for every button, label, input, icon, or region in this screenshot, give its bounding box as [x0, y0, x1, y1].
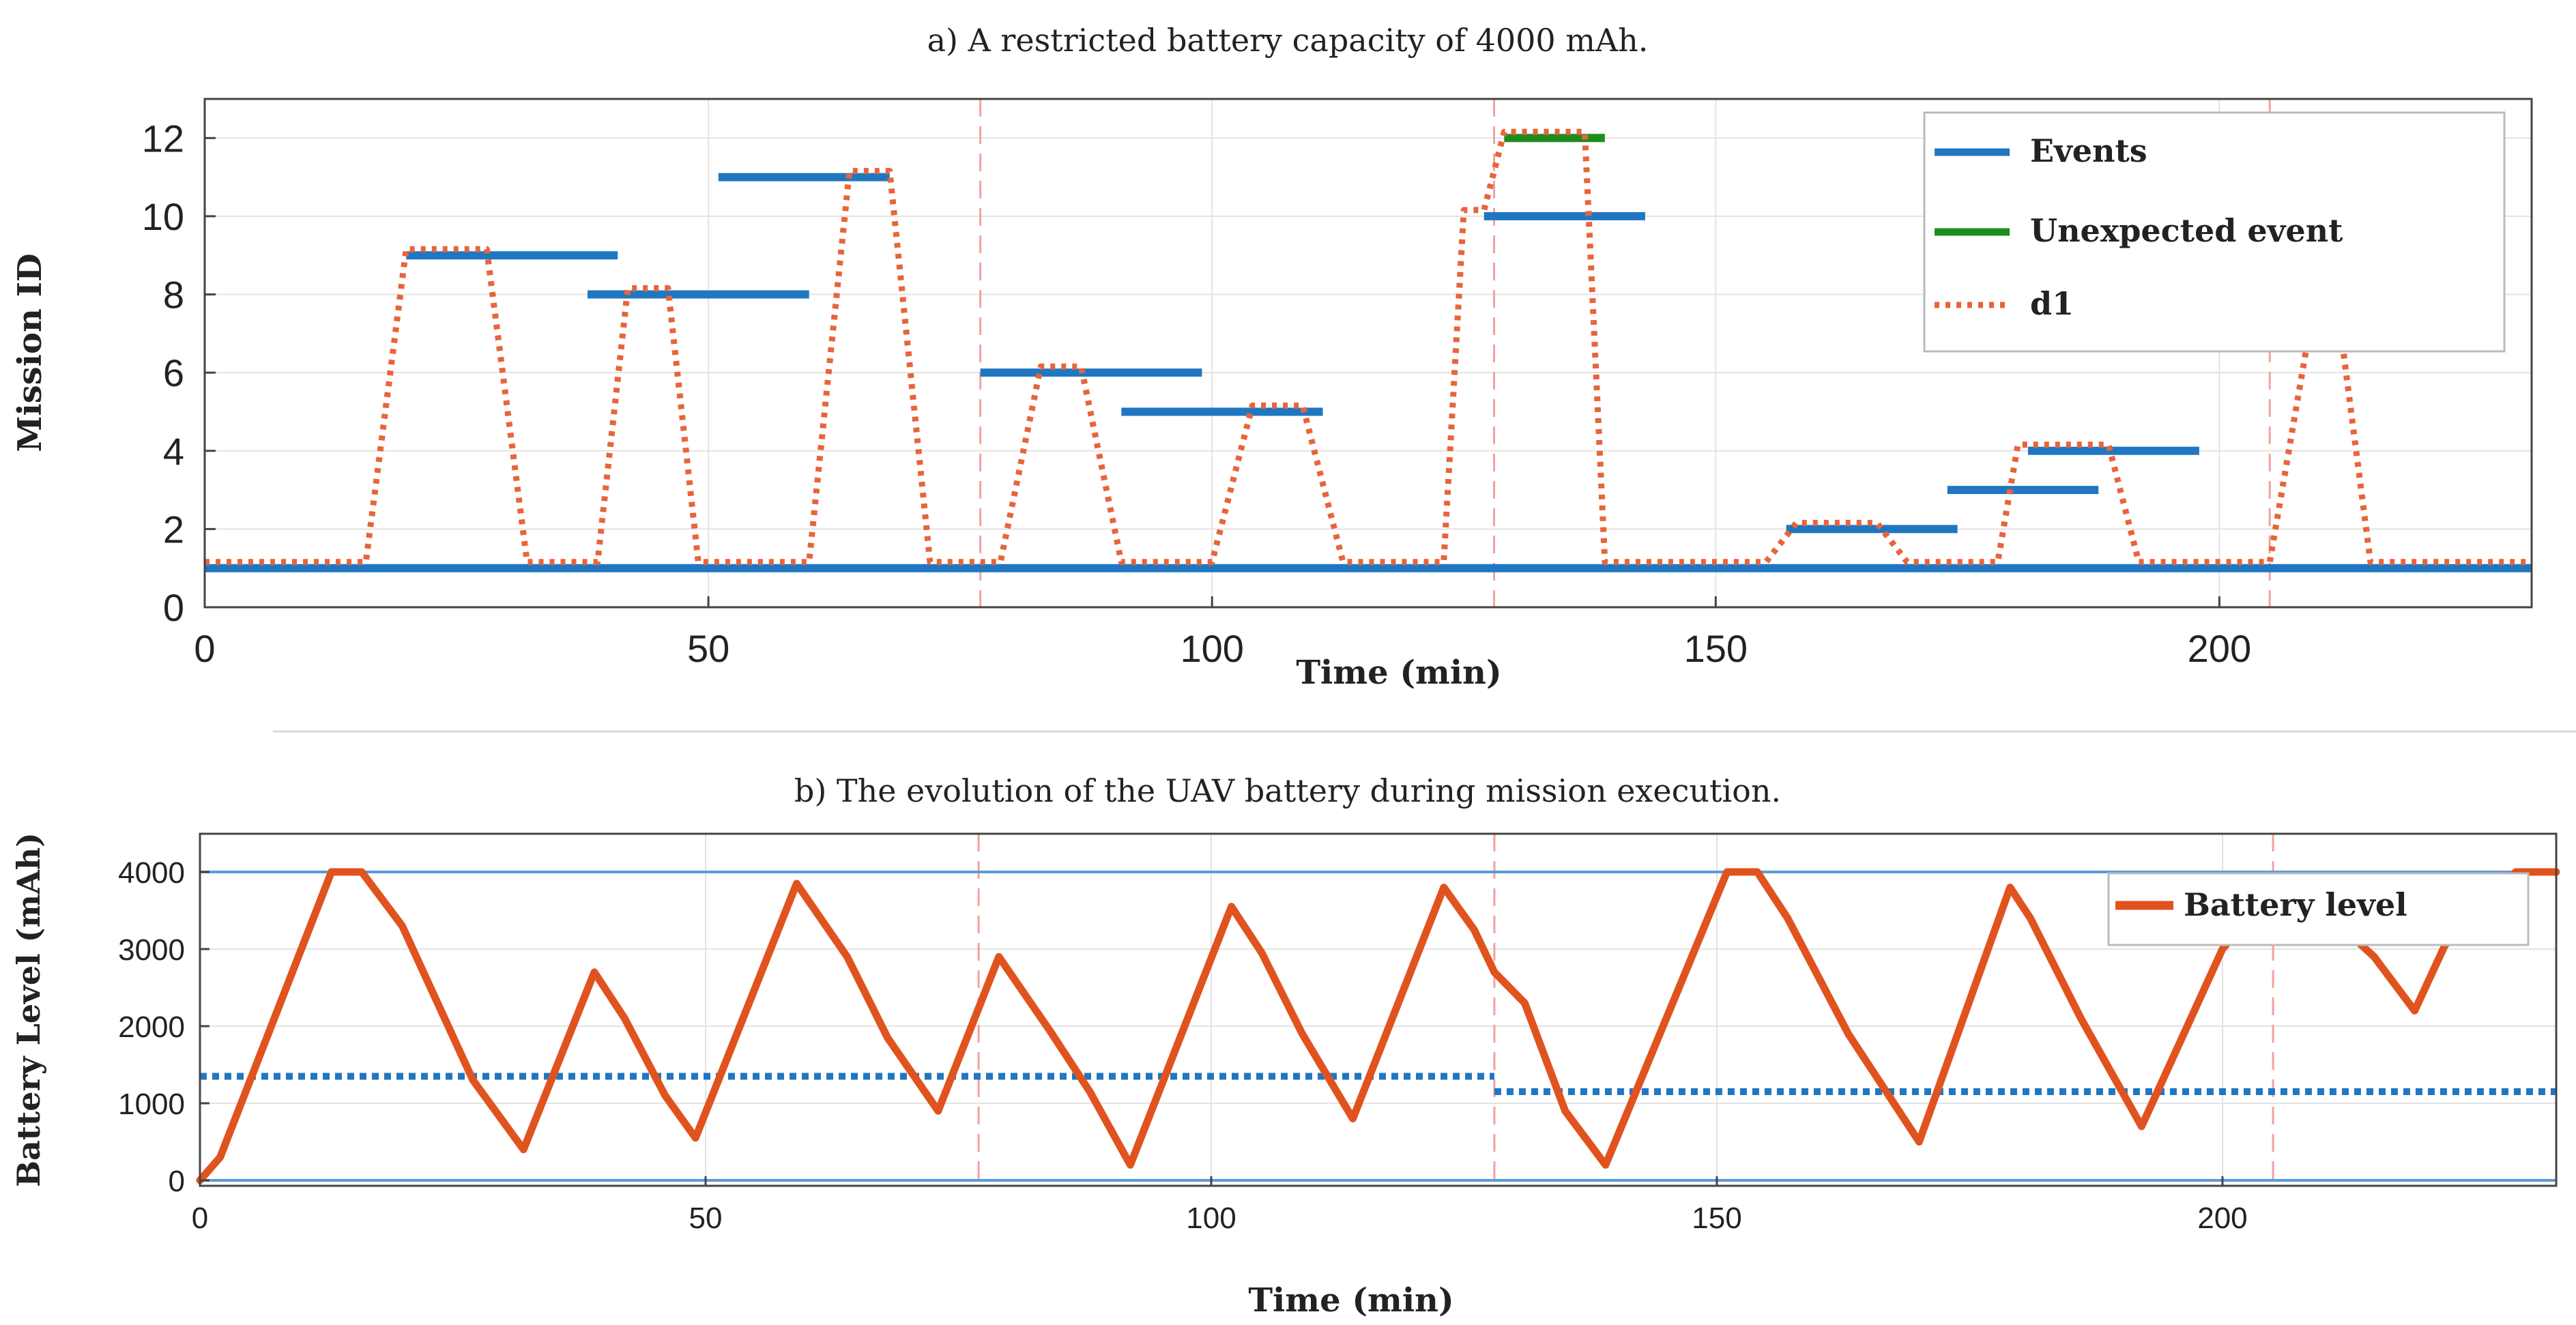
chart-a-events	[205, 134, 2532, 572]
chart-b-x-ticks: 0 50 100 150 200	[192, 1176, 2248, 1235]
chart-b-x-tick-label: 50	[689, 1202, 723, 1235]
chart-b-y-tick-label: 2000	[118, 1010, 185, 1044]
chart-a-x-tick-label: 200	[2188, 627, 2251, 670]
chart-a: a) A restricted battery capacity of 4000…	[11, 22, 2533, 692]
chart-b-legend: Battery level	[2107, 872, 2530, 946]
chart-b-x-tick-label: 200	[2197, 1202, 2247, 1235]
chart-a-d1-line	[205, 128, 2532, 566]
legend-battery-level-label: Battery level	[2184, 886, 2407, 923]
chart-a-x-tick-label: 100	[1180, 627, 1243, 670]
chart-a-y-label: Mission ID	[11, 253, 49, 452]
chart-b: b) The evolution of the UAV battery duri…	[10, 772, 2560, 1320]
chart-b-plot-frame	[199, 832, 2558, 1187]
chart-a-y-tick-label: 0	[163, 586, 184, 629]
chart-a-y-tick-label: 8	[163, 274, 184, 317]
chart-a-y-ticks: 0 2 4 6 8 10 12	[142, 117, 216, 629]
chart-b-legend-box	[2107, 872, 2530, 946]
legend-d1-label: d1	[2030, 285, 2074, 322]
chart-a-d1-series	[205, 128, 2532, 566]
chart-b-y-label: Battery Level (mAh)	[10, 832, 47, 1187]
chart-a-x-tick-label: 0	[194, 627, 215, 670]
legend-events-label: Events	[2030, 132, 2147, 169]
chart-b-threshold	[200, 1073, 2556, 1096]
chart-b-y-ticks: 0 1000 2000 3000 4000	[118, 856, 209, 1198]
chart-b-y-tick-label: 4000	[118, 856, 185, 890]
legend-unexpected-event-label: Unexpected event	[2030, 212, 2343, 249]
chart-b-y-tick-label: 1000	[118, 1088, 185, 1121]
chart-b-battery-line	[196, 868, 2560, 1184]
chart-b-battery-series	[196, 868, 2560, 1184]
chart-a-plot-frame	[203, 98, 2533, 609]
chart-a-title: a) A restricted battery capacity of 4000…	[927, 22, 1649, 59]
chart-a-y-tick-label: 2	[163, 508, 184, 551]
chart-a-y-tick-label: 12	[142, 117, 184, 160]
chart-b-x-tick-label: 100	[1186, 1202, 1236, 1235]
chart-a-y-tick-label: 4	[163, 430, 184, 473]
chart-a-x-ticks: 0 50 100 150 200	[194, 596, 2251, 670]
chart-b-x-tick-label: 0	[192, 1202, 208, 1235]
chart-a-legend: Events Unexpected event d1	[1923, 111, 2506, 353]
chart-a-x-tick-label: 150	[1684, 627, 1748, 670]
chart-a-y-tick-label: 6	[163, 351, 184, 394]
chart-b-x-tick-label: 150	[1692, 1202, 1741, 1235]
chart-b-capacity-line	[200, 871, 2556, 1182]
chart-b-x-label: Time (min)	[1248, 1281, 1453, 1320]
chart-a-x-label: Time (min)	[1296, 654, 1501, 692]
chart-b-y-tick-label: 3000	[118, 933, 185, 967]
chart-b-y-tick-label: 0	[169, 1165, 185, 1198]
chart-a-x-tick-label: 50	[687, 627, 729, 670]
chart-a-legend-box	[1923, 111, 2506, 353]
chart-a-y-tick-label: 10	[142, 195, 184, 238]
chart-b-title: b) The evolution of the UAV battery duri…	[794, 772, 1781, 809]
